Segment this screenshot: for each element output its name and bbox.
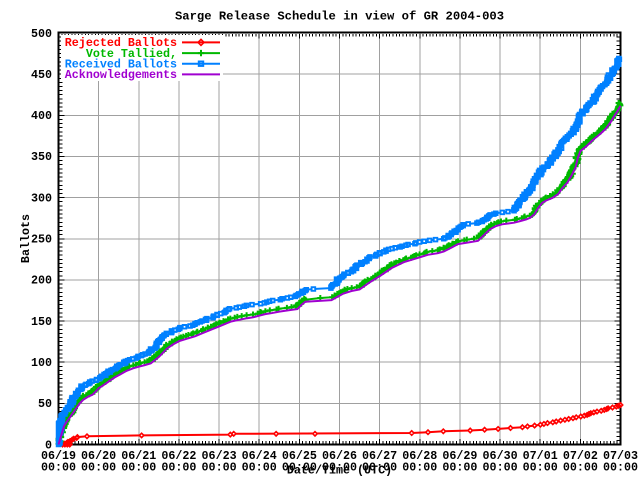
- svg-text:150: 150: [31, 315, 52, 329]
- svg-text:06/28: 06/28: [402, 449, 437, 463]
- svg-text:250: 250: [31, 233, 52, 247]
- svg-text:00:00: 00:00: [563, 461, 598, 475]
- svg-text:Vote Tallied,: Vote Tallied,: [86, 47, 177, 61]
- svg-text:06/21: 06/21: [121, 449, 156, 463]
- svg-text:300: 300: [31, 191, 52, 205]
- svg-text:06/27: 06/27: [362, 449, 397, 463]
- svg-text:Date/Time (UTC): Date/Time (UTC): [287, 464, 392, 478]
- svg-text:Acknowledgements: Acknowledgements: [65, 68, 177, 82]
- svg-text:06/23: 06/23: [202, 449, 237, 463]
- svg-text:00:00: 00:00: [242, 461, 277, 475]
- svg-text:06/25: 06/25: [282, 449, 317, 463]
- svg-text:00:00: 00:00: [523, 461, 558, 475]
- svg-text:07/03: 07/03: [603, 449, 638, 463]
- svg-text:06/29: 06/29: [442, 449, 477, 463]
- svg-text:0: 0: [45, 438, 52, 452]
- svg-text:06/22: 06/22: [161, 449, 196, 463]
- svg-text:07/01: 07/01: [523, 449, 558, 463]
- svg-text:00:00: 00:00: [322, 461, 357, 475]
- svg-text:00:00: 00:00: [402, 461, 437, 475]
- svg-text:06/24: 06/24: [242, 449, 277, 463]
- svg-text:06/26: 06/26: [322, 449, 357, 463]
- svg-text:00:00: 00:00: [603, 461, 638, 475]
- svg-text:100: 100: [31, 356, 52, 370]
- svg-text:00:00: 00:00: [202, 461, 237, 475]
- svg-text:200: 200: [31, 274, 52, 288]
- svg-text:00:00: 00:00: [442, 461, 477, 475]
- svg-text:Sarge Release Schedule in view: Sarge Release Schedule in view of GR 200…: [175, 10, 504, 24]
- svg-text:Received Ballots: Received Ballots: [65, 58, 177, 72]
- svg-text:500: 500: [31, 27, 52, 41]
- svg-text:00:00: 00:00: [362, 461, 397, 475]
- svg-text:06/19: 06/19: [41, 449, 76, 463]
- svg-text:06/30: 06/30: [483, 449, 518, 463]
- svg-text:450: 450: [31, 68, 52, 82]
- svg-text:Ballots: Ballots: [19, 214, 33, 263]
- svg-text:Rejected Ballots: Rejected Ballots: [65, 36, 177, 50]
- svg-text:00:00: 00:00: [161, 461, 196, 475]
- svg-text:400: 400: [31, 109, 52, 123]
- svg-text:50: 50: [38, 397, 52, 411]
- svg-text:00:00: 00:00: [282, 461, 317, 475]
- svg-text:00:00: 00:00: [81, 461, 116, 475]
- svg-text:00:00: 00:00: [483, 461, 518, 475]
- svg-text:06/20: 06/20: [81, 449, 116, 463]
- svg-text:00:00: 00:00: [41, 461, 76, 475]
- svg-text:350: 350: [31, 150, 52, 164]
- svg-text:00:00: 00:00: [121, 461, 156, 475]
- svg-text:07/02: 07/02: [563, 449, 598, 463]
